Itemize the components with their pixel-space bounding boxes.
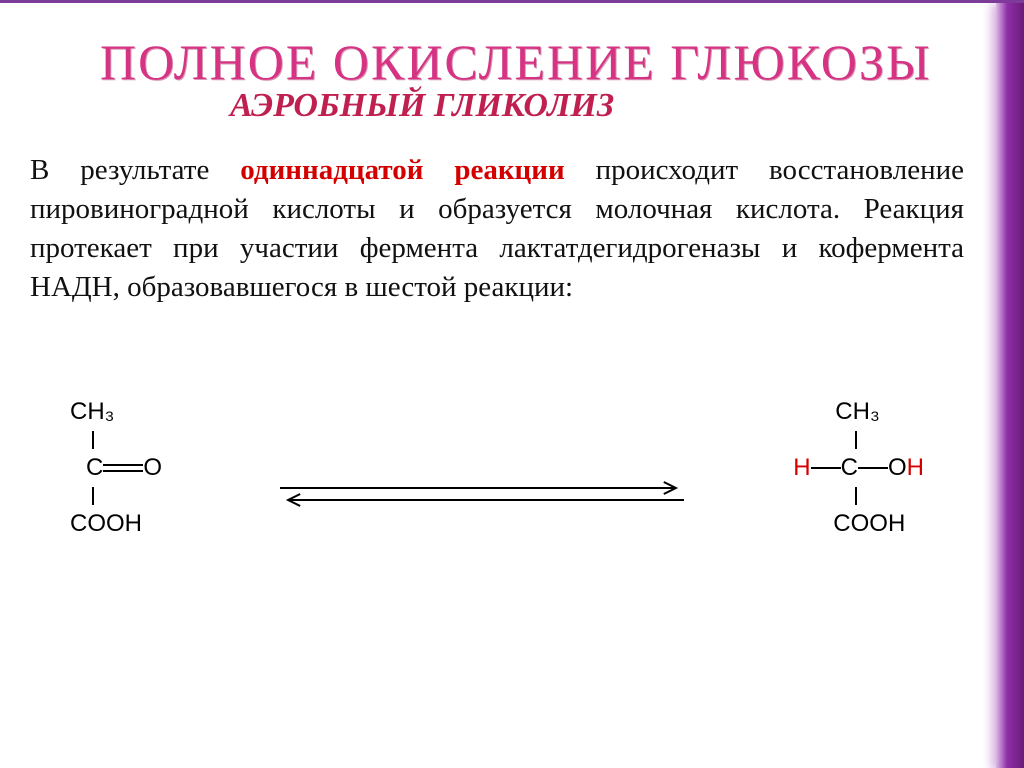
bond-icon [92, 431, 94, 449]
lactic-ch3: CH₃ [835, 400, 879, 424]
bond-icon [855, 431, 857, 449]
lactic-oh-h: H [907, 456, 924, 480]
reaction-diagram: CH₃ C O COOH CH₃ H [70, 398, 944, 578]
side-ribbon [996, 3, 1024, 768]
molecule-pyruvic-acid: CH₃ C O COOH [70, 398, 162, 538]
pyruvic-cooh: COOH [70, 512, 142, 536]
body-text: В результате одиннадцатой реакции происх… [30, 151, 964, 308]
lactic-c: C [841, 456, 858, 480]
pyruvic-c: C [86, 456, 103, 480]
slide: ПОЛНОЕ ОКИСЛЕНИЕ ГЛЮКОЗЫ АЭРОБНЫЙ ГЛИКОЛ… [0, 0, 1024, 768]
pyruvic-o: O [143, 456, 162, 480]
lactic-oh-o: O [888, 456, 907, 480]
slide-subtitle: АЭРОБНЫЙ ГЛИКОЛИЗ [230, 87, 614, 125]
equilibrium-arrows-icon [280, 476, 684, 517]
pyruvic-ch3: CH₃ [70, 400, 114, 424]
slide-title: ПОЛНОЕ ОКИСЛЕНИЕ ГЛЮКОЗЫ [100, 33, 932, 91]
single-bond-icon [858, 467, 888, 469]
body-red: одиннадцатой реакции [240, 154, 564, 186]
single-bond-icon [811, 467, 841, 469]
lactic-cooh: COOH [833, 512, 905, 536]
lactic-h-left: H [793, 456, 810, 480]
double-bond-icon [103, 462, 143, 474]
body-prefix: В результате [30, 154, 240, 186]
molecule-lactic-acid: CH₃ H C OH COOH [793, 398, 924, 538]
bond-icon [855, 487, 857, 505]
bond-icon [92, 487, 94, 505]
